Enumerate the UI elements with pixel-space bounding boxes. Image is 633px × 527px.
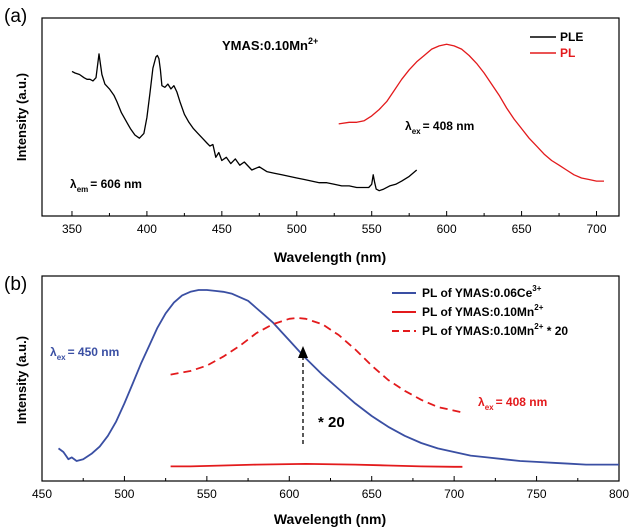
x-tick-label: 650 <box>362 487 382 501</box>
x-tick-label: 500 <box>114 487 134 501</box>
panel-b-series <box>57 289 619 468</box>
x-tick-label: 600 <box>279 487 299 501</box>
annotation-lambda-em: λem = 606 nm <box>70 177 142 194</box>
x-tick-label: 500 <box>287 222 307 236</box>
panel-a-title: YMAS:0.10Mn2+ <box>222 36 318 53</box>
x-tick-label: 550 <box>197 487 217 501</box>
legend-label-ce: PL of YMAS:0.06Ce3+ <box>422 284 542 300</box>
series-line-a-0 <box>71 53 418 192</box>
x-tick-label: 750 <box>527 487 547 501</box>
annotation-scale-factor: * 20 <box>318 414 345 431</box>
series-line-b-1 <box>170 463 463 468</box>
annotation-lambda-ex-408: λex = 408 nm <box>478 395 547 412</box>
panel-a-ticks: 350 400 450 500 550 600 650 700 <box>62 211 607 236</box>
x-tick-label: 350 <box>62 222 82 236</box>
x-tick-label: 650 <box>512 222 532 236</box>
panel-b-label: (b) <box>4 274 27 295</box>
panel-b-xlabel: Wavelength (nm) <box>274 511 386 527</box>
panel-a: (a) YMAS:0.10Mn2+ 350 400 450 500 550 600 650 7… <box>4 6 620 265</box>
panel-b-ylabel: Intensity (a.u.) <box>14 336 29 424</box>
x-tick-label: 700 <box>587 222 607 236</box>
annotation-lambda-ex-a: λex = 408 nm <box>405 119 474 136</box>
panel-a-frame <box>41 17 620 217</box>
x-tick-label: 400 <box>137 222 157 236</box>
panel-a-label: (a) <box>4 6 27 27</box>
x-tick-label: 800 <box>609 487 629 501</box>
panel-b: (b) 450 500 550 600 650 700 750 800 Wavelength … <box>4 274 629 527</box>
legend-label-mn20: PL of YMAS:0.10Mn2+ * 20 <box>422 322 568 338</box>
series-line-a-1 <box>338 43 604 182</box>
x-tick-label: 450 <box>212 222 232 236</box>
legend-label-mn: PL of YMAS:0.10Mn2+ <box>422 303 544 319</box>
series-line-b-2 <box>170 317 463 414</box>
x-tick-label: 450 <box>32 487 52 501</box>
legend-label-ple: PLE <box>560 30 583 44</box>
x-tick-label: 550 <box>362 222 382 236</box>
panel-b-ticks: 450 500 550 600 650 700 750 800 <box>32 476 629 501</box>
panel-b-legend: PL of YMAS:0.06Ce3+ PL of YMAS:0.10Mn2+ … <box>392 284 568 338</box>
annotation-lambda-ex-450: λex = 450 nm <box>50 345 119 362</box>
panel-a-ylabel: Intensity (a.u.) <box>14 73 29 161</box>
legend-label-pl: PL <box>560 46 575 60</box>
x-tick-label: 600 <box>437 222 457 236</box>
x-tick-label: 700 <box>444 487 464 501</box>
scale-arrow-head <box>298 346 308 358</box>
panel-a-xlabel: Wavelength (nm) <box>274 249 386 265</box>
series-line-b-0 <box>57 289 619 466</box>
panel-a-legend: PLE PL <box>530 30 583 60</box>
panel-a-series <box>71 43 604 192</box>
